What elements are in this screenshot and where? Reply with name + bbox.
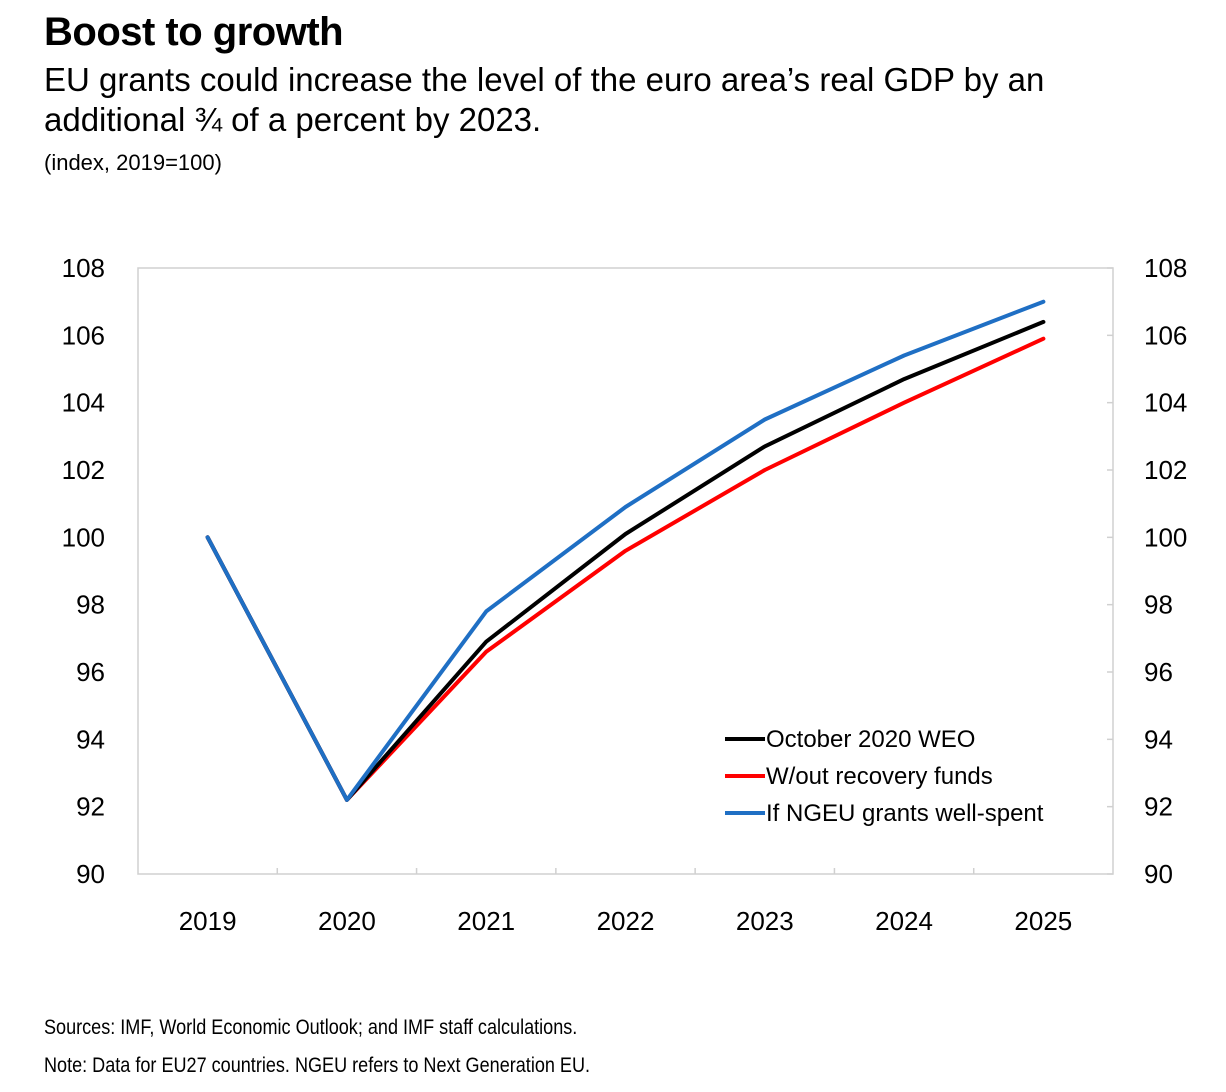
y-tick-label-left: 100 [62, 522, 105, 552]
data-note: Note: Data for EU27 countries. NGEU refe… [44, 1054, 591, 1077]
y-tick-label-right: 102 [1144, 455, 1187, 485]
chart-subtitle: EU grants could increase the level of th… [44, 61, 1045, 138]
unit-label: (index, 2019=100) [44, 150, 222, 175]
legend-label: October 2020 WEO [766, 726, 975, 753]
y-tick-label-right: 108 [1144, 253, 1187, 283]
y-tick-label-left: 90 [76, 859, 105, 889]
y-tick-label-left: 92 [76, 792, 105, 822]
y-tick-label-left: 108 [62, 253, 105, 283]
legend-label: If NGEU grants well-spent [766, 800, 1044, 827]
y-tick-label-right: 94 [1144, 724, 1173, 754]
x-tick-label: 2020 [318, 906, 376, 936]
y-tick-label-left: 102 [62, 455, 105, 485]
chart-title: Boost to growth [44, 10, 344, 54]
y-tick-label-right: 106 [1144, 320, 1187, 350]
left-axis: 90 92 94 96 98 100 102 104 106 108 [62, 253, 105, 889]
y-tick-label-right: 104 [1144, 388, 1187, 418]
x-tick-label: 2019 [179, 906, 237, 936]
x-axis: 2019 2020 2021 2022 2023 2024 2025 [179, 868, 1072, 936]
right-axis: 90 92 94 96 98 100 102 104 106 108 [1107, 253, 1187, 889]
legend: October 2020 WEO W/out recovery funds If N… [725, 726, 1044, 827]
y-tick-label-left: 96 [76, 657, 105, 687]
x-tick-label: 2022 [597, 906, 655, 936]
x-tick-label: 2025 [1014, 906, 1072, 936]
y-tick-label-left: 98 [76, 590, 105, 620]
y-tick-label-left: 104 [62, 388, 105, 418]
sources-note: Sources: IMF, World Economic Outlook; an… [44, 1016, 578, 1039]
y-tick-label-left: 106 [62, 320, 105, 350]
x-tick-label: 2023 [736, 906, 794, 936]
legend-label: W/out recovery funds [766, 763, 993, 790]
y-tick-label-right: 100 [1144, 522, 1187, 552]
series-layer [205, 299, 1046, 802]
y-tick-label-right: 96 [1144, 657, 1173, 687]
plot-frame [137, 267, 1114, 875]
series-line-2 [205, 299, 1046, 802]
x-tick-label: 2024 [875, 906, 933, 936]
y-tick-label-right: 92 [1144, 792, 1173, 822]
y-tick-label-right: 90 [1144, 859, 1173, 889]
x-tick-label: 2021 [457, 906, 515, 936]
y-tick-label-right: 98 [1144, 590, 1173, 620]
y-tick-label-left: 94 [76, 724, 105, 754]
line-chart: 90 92 94 96 98 100 102 104 106 108 90 92 94 96 98 100 1… [62, 253, 1188, 936]
